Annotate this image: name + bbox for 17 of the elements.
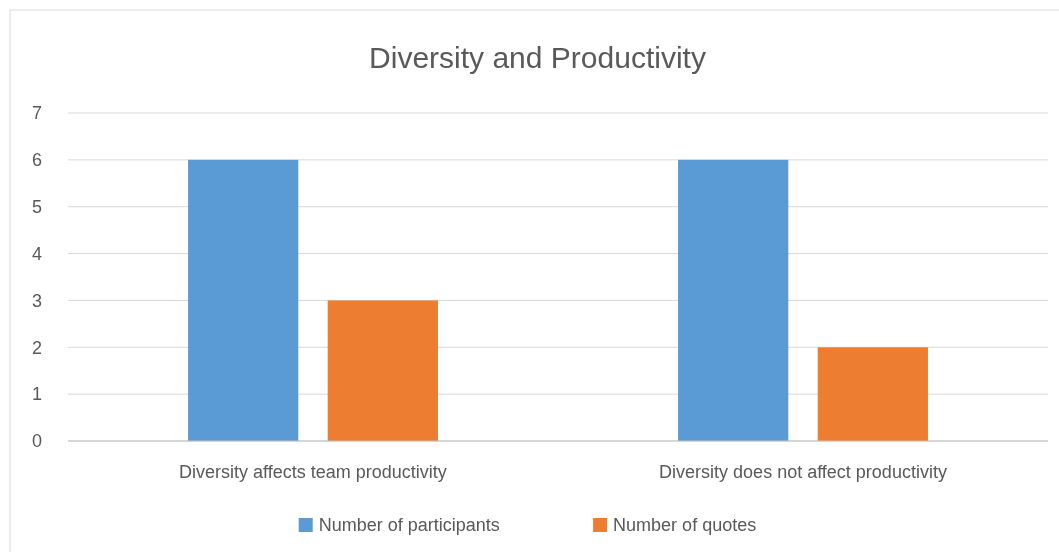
y-tick-label: 1 <box>31 384 42 405</box>
y-tick-label: 5 <box>31 197 42 218</box>
legend-label: Number of participants <box>318 515 500 536</box>
x-tick-label: Diversity does not affect productivity <box>659 462 947 482</box>
legend-label: Number of quotes <box>613 515 757 536</box>
x-tick-label: Diversity affects team productivity <box>179 462 447 482</box>
chart-title: Diversity and Productivity <box>369 41 706 74</box>
y-tick-label: 2 <box>31 337 42 358</box>
bar <box>188 159 299 441</box>
y-tick-label: 0 <box>31 431 42 452</box>
y-tick-label: 7 <box>31 103 42 124</box>
y-tick-label: 3 <box>31 290 42 311</box>
bar <box>327 300 438 441</box>
bar <box>678 159 789 441</box>
y-tick-label: 6 <box>31 150 42 171</box>
bar <box>817 347 928 441</box>
y-tick-label: 4 <box>31 243 42 264</box>
